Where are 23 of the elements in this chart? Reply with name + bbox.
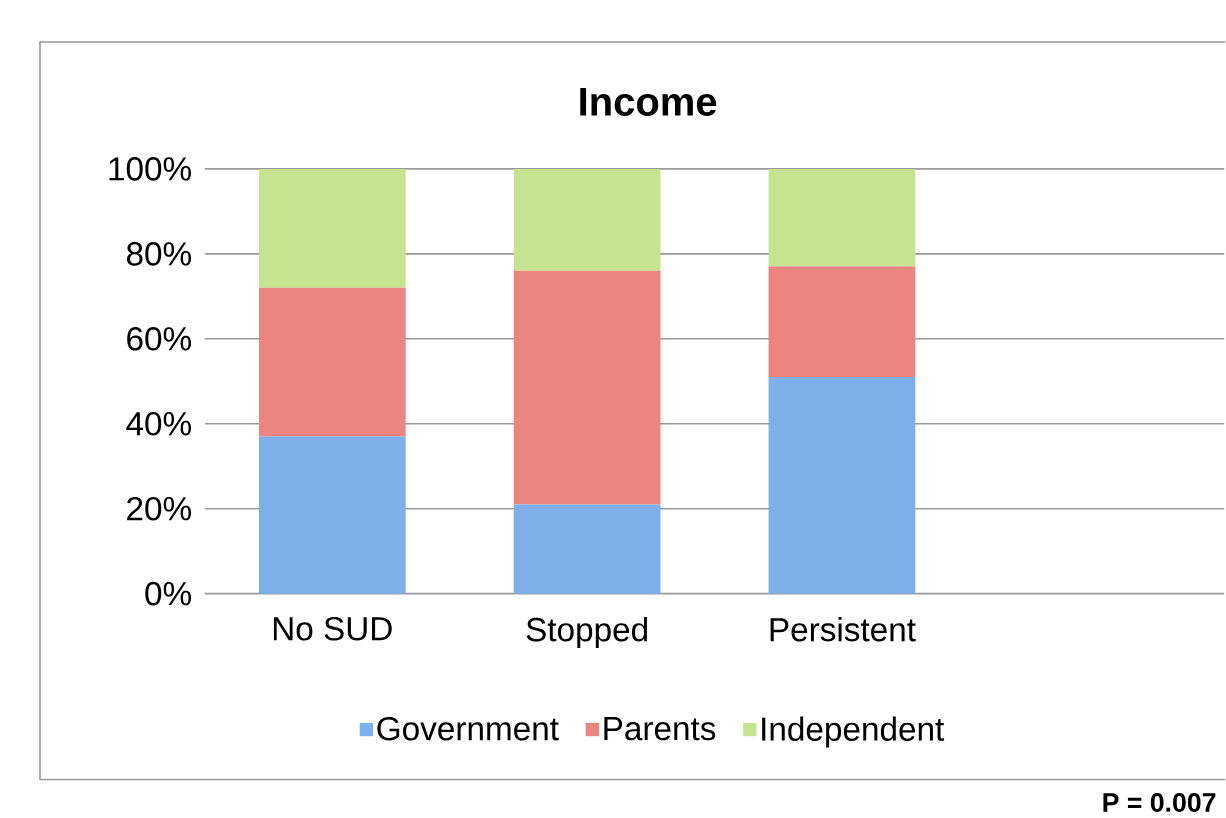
- bar: [513, 168, 661, 271]
- bar: [768, 168, 916, 267]
- bar: [768, 376, 916, 594]
- legend-label: Government: [377, 716, 559, 741]
- y-tick-label: 100%: [109, 156, 191, 181]
- y-tick-label: 40%: [126, 411, 191, 436]
- legend-label: Parents: [604, 716, 716, 741]
- bar: [258, 436, 406, 594]
- bar: [513, 504, 661, 594]
- bar: [513, 270, 661, 505]
- x-tick-label: No SUD: [273, 616, 392, 641]
- y-tick-label: 20%: [127, 496, 191, 521]
- bar: [768, 266, 916, 377]
- x-tick-label: Stopped: [526, 616, 648, 648]
- bar: [258, 287, 406, 437]
- y-tick-label: 80%: [126, 241, 191, 266]
- text: P = 0.007: [1103, 792, 1216, 812]
- chart-title: Income: [580, 87, 717, 116]
- x-tick-label: Persistent: [770, 616, 916, 642]
- y-tick-label: 0%: [145, 581, 191, 606]
- legend-label: Independent: [762, 716, 945, 748]
- y-tick-label: 60%: [127, 326, 191, 351]
- bar: [258, 168, 406, 288]
